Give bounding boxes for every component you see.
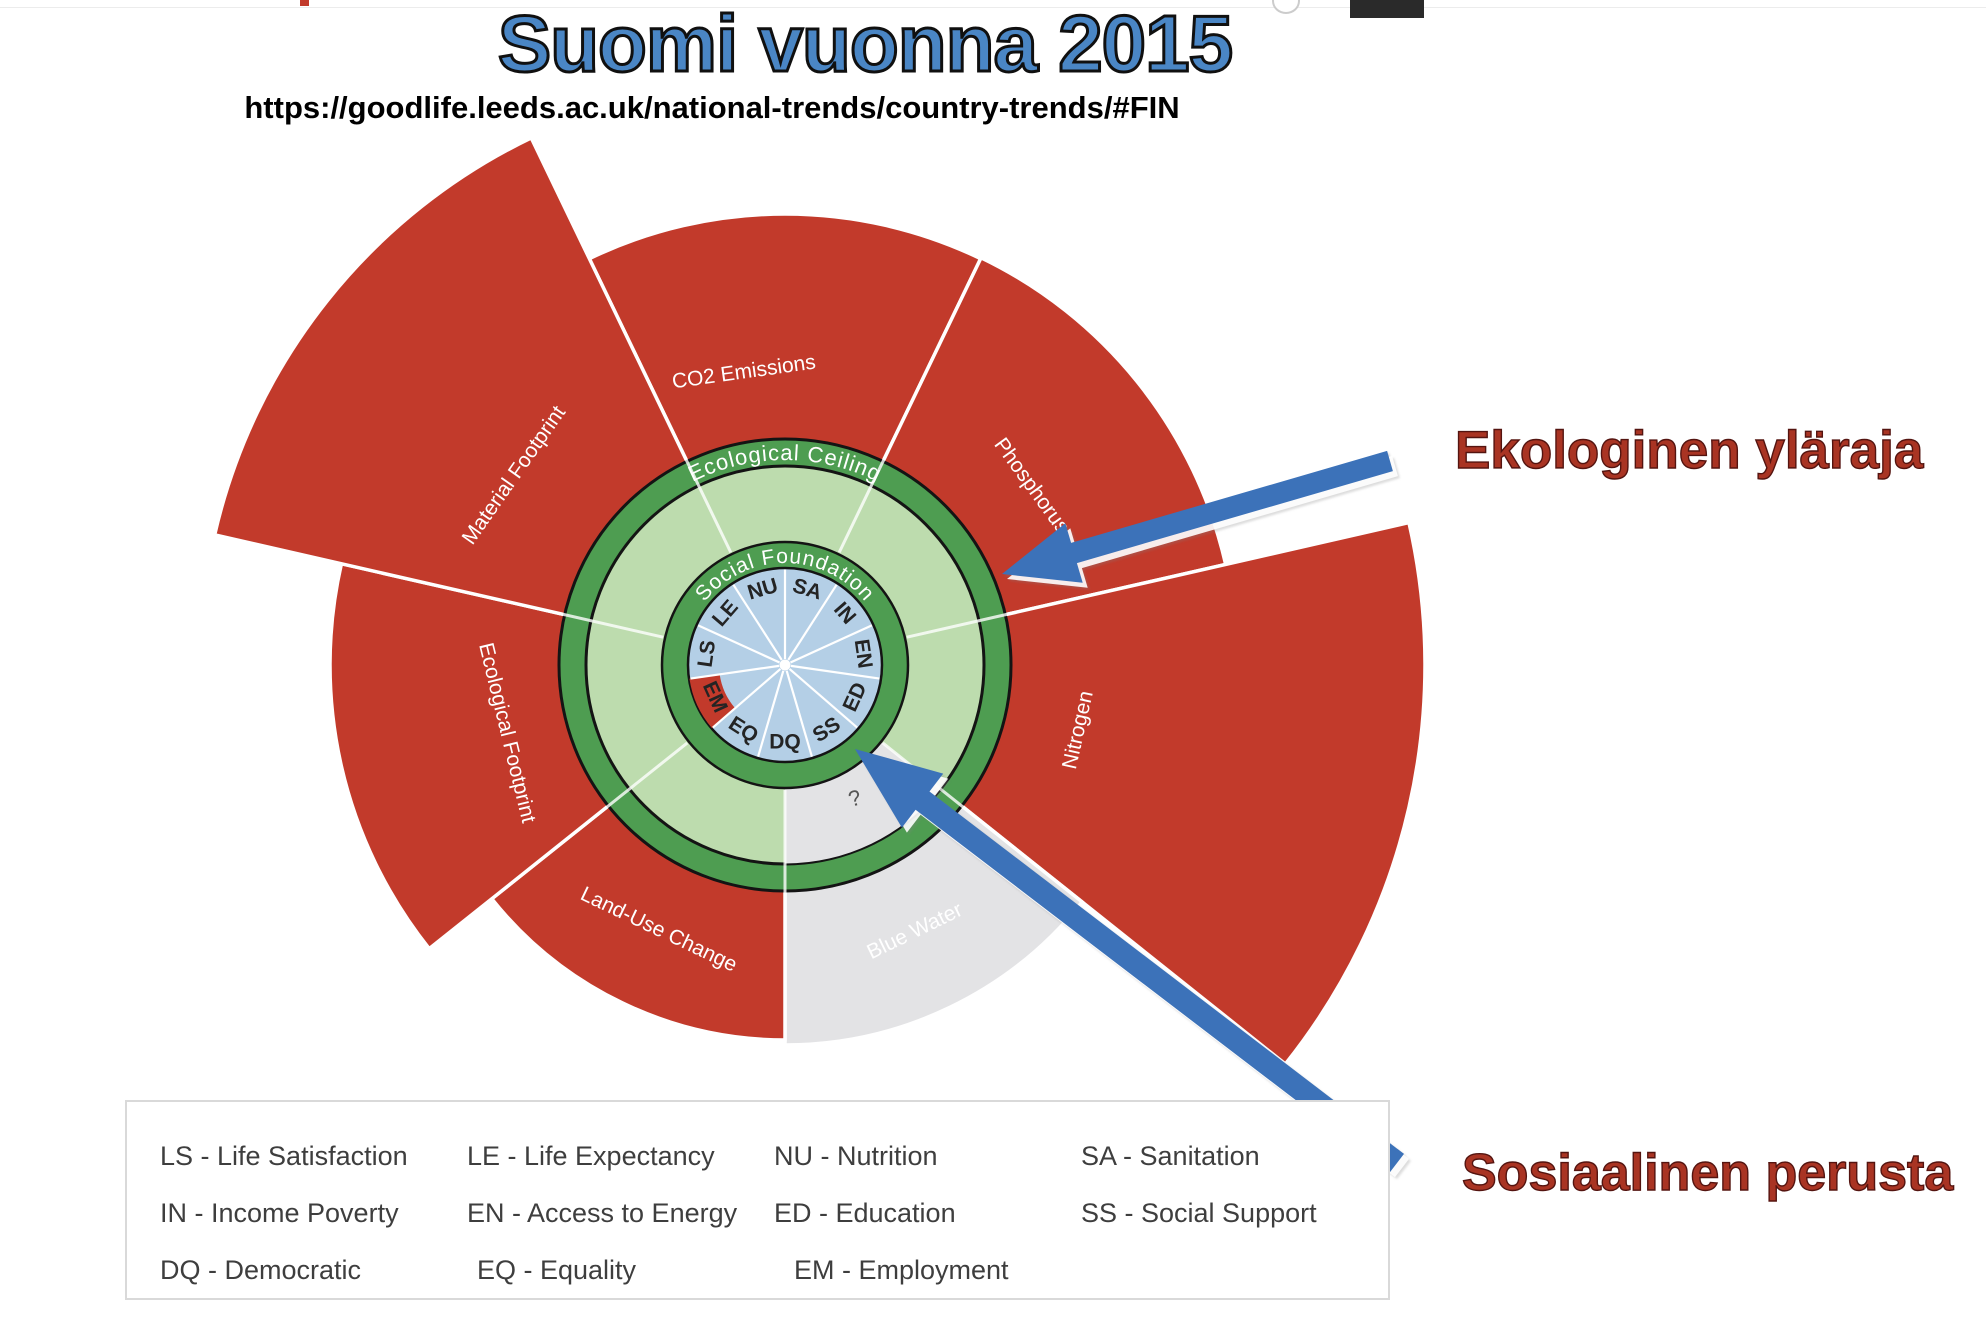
- indicator-divider: [732, 584, 783, 661]
- legend-row: LS - Life Satisfaction LE - Life Expecta…: [127, 1128, 1388, 1185]
- indicator-divider: [757, 670, 785, 757]
- legend-item: EQ - Equality: [477, 1255, 637, 1285]
- browser-tab-artifact: [1350, 0, 1424, 18]
- legend-item: ED - Education: [774, 1198, 956, 1228]
- indicator-divider: [690, 664, 780, 680]
- legend-item: NU - Nutrition: [774, 1141, 938, 1171]
- sector-divider: [684, 458, 733, 554]
- red-speck-artifact: [300, 0, 309, 6]
- legend-row: IN - Income Poverty EN - Access to Energ…: [127, 1185, 1388, 1242]
- legend-item: EM - Employment: [794, 1255, 1009, 1285]
- indicator-divider: [790, 664, 880, 680]
- sector-divider: [906, 612, 1008, 639]
- indicator-divider: [697, 624, 780, 664]
- indicator-label-LS: LS: [694, 639, 721, 669]
- top-hairline: [0, 7, 1986, 8]
- legend-item: LS - Life Satisfaction: [160, 1141, 408, 1171]
- indicator-divider: [788, 668, 858, 729]
- sector-divider: [837, 458, 886, 554]
- legend-row: DQ - Democratic EQ - Equality EM - Emplo…: [127, 1242, 1388, 1299]
- legend-box[interactable]: LS - Life Satisfaction LE - Life Expecta…: [125, 1100, 1390, 1300]
- social-foundation-annotation[interactable]: Sosiaalinen perusta: [1461, 1143, 1954, 1202]
- legend-item: DQ - Democratic: [160, 1255, 362, 1285]
- indicator-label-DQ: DQ: [769, 731, 801, 754]
- page-title[interactable]: Suomi vuonna 2015: [496, 0, 1234, 88]
- sector-divider: [605, 741, 689, 809]
- shortfall-band-EM: [689, 674, 736, 729]
- indicator-divider: [787, 584, 838, 661]
- source-url[interactable]: https://goodlife.leeds.ac.uk/national-tr…: [244, 90, 1180, 125]
- center-dot: [779, 659, 791, 671]
- ecological-ceiling-annotation[interactable]: Ekologinen yläraja: [1454, 420, 1924, 480]
- indicator-divider: [790, 624, 873, 664]
- indicator-divider: [785, 670, 813, 757]
- indicator-divider: [712, 668, 782, 729]
- legend-item: IN - Income Poverty: [160, 1198, 399, 1228]
- legend-item: LE - Life Expectancy: [467, 1141, 715, 1171]
- legend-item: SS - Social Support: [1081, 1198, 1317, 1228]
- sector-divider: [562, 612, 664, 639]
- legend-item: EN - Access to Energy: [467, 1198, 738, 1228]
- legend-item: SA - Sanitation: [1081, 1141, 1260, 1171]
- indicator-label-EN: EN: [850, 638, 877, 670]
- slide-canvas: { "page": { "title": "Suomi vuonna 2015"…: [0, 0, 1986, 1300]
